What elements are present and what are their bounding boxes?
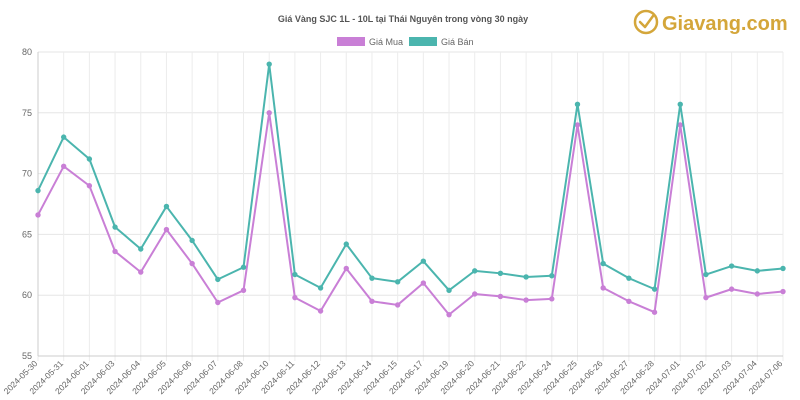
data-point: [754, 268, 761, 274]
y-tick-label: 80: [22, 47, 32, 57]
data-point: [523, 274, 529, 280]
data-point: [703, 294, 709, 301]
data-point: [138, 246, 144, 252]
series-1: [35, 110, 786, 318]
data-point: [35, 187, 41, 194]
data-point: [472, 268, 478, 274]
series-2: [35, 61, 786, 294]
logo-icon: [633, 9, 659, 35]
data-point: [574, 122, 581, 128]
data-point: [343, 265, 349, 272]
data-point: [60, 163, 67, 170]
data-point: [163, 203, 170, 210]
data-point: [651, 286, 658, 292]
legend: Giá Mua Giá Bán: [337, 37, 474, 47]
data-point: [394, 302, 401, 308]
legend-label: Giá Mua: [369, 37, 403, 47]
legend-swatch: [337, 37, 365, 46]
data-point: [112, 248, 118, 255]
data-point: [420, 280, 427, 286]
data-point: [574, 101, 581, 107]
data-point: [420, 258, 427, 264]
legend-item[interactable]: Giá Bán: [409, 37, 474, 47]
y-tick-label: 65: [22, 229, 32, 239]
data-point: [497, 293, 504, 300]
data-point: [472, 291, 478, 297]
data-point: [677, 101, 683, 107]
data-point: [497, 270, 504, 277]
legend-label: Giá Bán: [441, 37, 474, 47]
data-point: [189, 237, 195, 244]
data-point: [215, 276, 221, 283]
data-point: [651, 309, 658, 315]
series-layer: [35, 61, 786, 318]
data-point: [266, 110, 272, 116]
chart-title: Giá Vàng SJC 1L - 10L tại Thái Nguyên tr…: [278, 14, 528, 24]
data-point: [266, 61, 272, 67]
data-point: [240, 264, 247, 270]
legend-swatch: [409, 37, 437, 46]
data-point: [112, 224, 118, 230]
data-point: [138, 269, 144, 275]
data-point: [780, 265, 786, 272]
data-point: [292, 294, 298, 301]
data-point: [626, 275, 632, 281]
data-point: [600, 285, 606, 291]
data-point: [780, 288, 786, 295]
brand-logo: Giavang.com: [633, 9, 788, 35]
y-tick-label: 70: [22, 169, 32, 179]
data-point: [189, 260, 195, 267]
data-point: [626, 298, 632, 304]
data-point: [60, 134, 67, 140]
data-point: [549, 273, 555, 279]
data-point: [703, 271, 709, 278]
data-point: [523, 297, 529, 303]
data-point: [446, 287, 452, 294]
y-tick-label: 60: [22, 290, 32, 300]
data-point: [600, 260, 606, 267]
series-line: [37, 111, 784, 316]
legend-item[interactable]: Giá Mua: [337, 37, 403, 47]
data-point: [369, 298, 375, 304]
data-point: [86, 156, 93, 162]
data-point: [292, 271, 298, 278]
data-point: [677, 122, 683, 128]
data-point: [754, 291, 761, 297]
y-tick-label: 55: [22, 351, 32, 361]
data-point: [394, 279, 401, 285]
y-axis-ticks: 55 60 65 70 75 80: [22, 47, 32, 361]
data-point: [317, 308, 324, 314]
x-axis-ticks: 2024-05-302024-05-312024-06-012024-06-03…: [2, 358, 785, 396]
grid: [37, 51, 784, 361]
data-point: [549, 296, 555, 302]
data-point: [86, 183, 93, 189]
data-point: [163, 226, 170, 233]
series-line: [37, 63, 784, 292]
data-point: [728, 263, 735, 269]
data-point: [369, 275, 375, 281]
y-tick-label: 75: [22, 108, 32, 118]
brand-name: Giavang.com: [662, 13, 788, 35]
data-point: [343, 241, 349, 247]
data-point: [728, 286, 735, 292]
data-point: [35, 212, 41, 218]
data-point: [240, 287, 247, 294]
data-point: [446, 311, 452, 318]
data-point: [317, 285, 324, 291]
data-point: [215, 299, 221, 306]
